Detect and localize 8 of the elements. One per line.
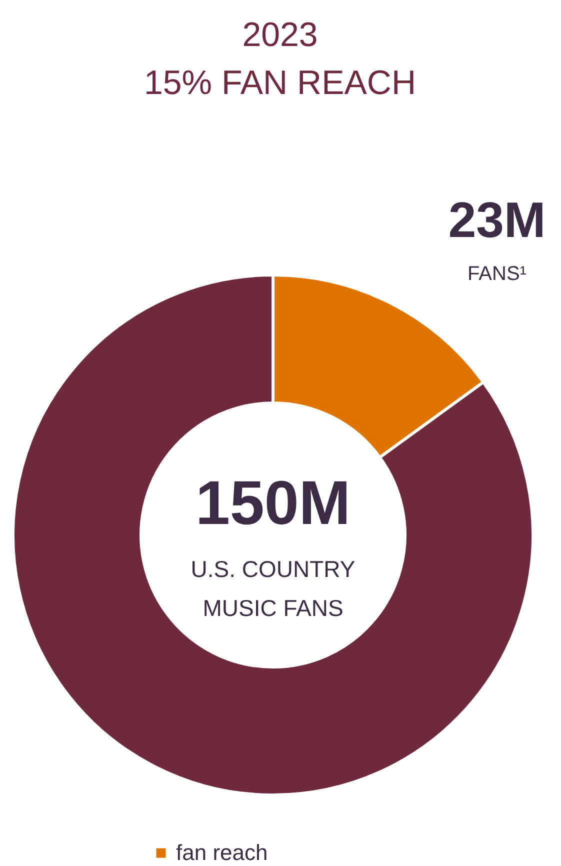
chart-title: 2023 [242,16,318,54]
text: U.S. COUNTRY [190,556,356,582]
chart-subtitle: 15% FAN REACH [144,64,416,102]
legend-label: fan reach [176,840,268,865]
text: MUSIC FANS [202,595,344,621]
text: 150M [195,469,351,538]
text: FANS¹ [468,263,527,285]
text: 23M [448,192,546,248]
